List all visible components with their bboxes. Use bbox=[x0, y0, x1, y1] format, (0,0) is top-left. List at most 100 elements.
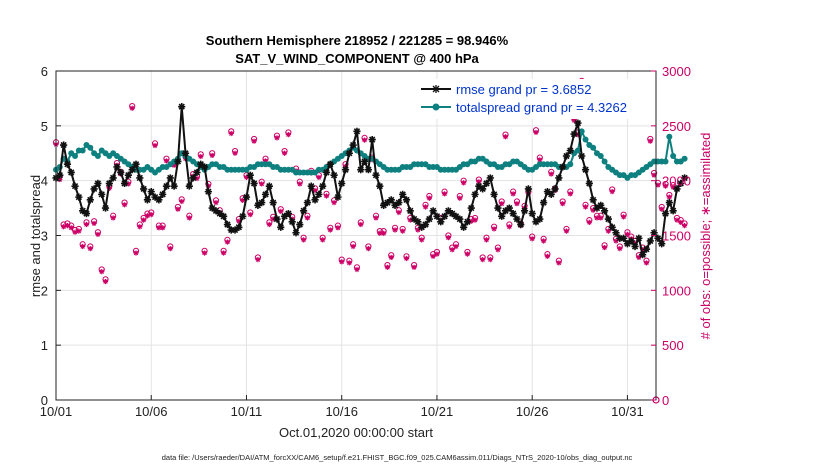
obs-assimilated-point bbox=[510, 191, 516, 197]
rmse-point bbox=[494, 204, 502, 212]
obs-assimilated-point bbox=[266, 221, 272, 228]
rmse-point bbox=[593, 204, 601, 212]
rmse-point bbox=[136, 174, 144, 182]
rmse-point bbox=[665, 199, 673, 207]
y-right-tick-label: 2000 bbox=[662, 174, 691, 189]
rmse-point bbox=[353, 127, 361, 135]
obs-assimilated-point bbox=[339, 259, 345, 265]
obs-assimilated-point bbox=[662, 183, 669, 189]
rmse-point bbox=[231, 226, 239, 234]
obs-assimilated-point bbox=[221, 250, 227, 256]
rmse-point bbox=[425, 215, 433, 223]
rmse-point bbox=[429, 207, 437, 215]
rmse-point bbox=[98, 190, 106, 198]
obs-assimilated-point bbox=[544, 253, 551, 259]
rmse-point bbox=[421, 220, 430, 229]
rmse-point bbox=[60, 141, 68, 149]
rmse-point bbox=[540, 199, 548, 207]
obs-assimilated-point bbox=[563, 228, 570, 234]
obs-assimilated-point bbox=[601, 244, 608, 251]
obs-assimilated-point bbox=[297, 181, 303, 187]
rmse-point bbox=[650, 229, 658, 237]
totalspread-point bbox=[662, 158, 669, 165]
obs-assimilated-point bbox=[491, 226, 497, 232]
obs-assimilated-point bbox=[464, 251, 471, 257]
obs-assimilated-point bbox=[72, 229, 78, 235]
obs-assimilated-point bbox=[403, 255, 410, 262]
rmse-point bbox=[181, 149, 190, 157]
obs-assimilated-point bbox=[137, 224, 143, 230]
obs-assimilated-point bbox=[422, 204, 429, 210]
obs-assimilated-point bbox=[598, 215, 604, 221]
totalspread-point bbox=[94, 152, 101, 159]
obs-assimilated-point bbox=[171, 162, 177, 168]
rmse-point bbox=[608, 223, 616, 231]
totalspread-point bbox=[601, 158, 608, 165]
obs-assimilated-point bbox=[640, 247, 646, 253]
obs-assimilated-point bbox=[323, 193, 330, 199]
obs-assimilated-point bbox=[647, 138, 653, 144]
obs-assimilated-point bbox=[64, 223, 71, 229]
rmse-point bbox=[482, 179, 491, 188]
rmse-point bbox=[631, 242, 639, 251]
obs-assimilated-point bbox=[594, 215, 600, 221]
rmse-point bbox=[509, 209, 517, 218]
rmse-point bbox=[101, 204, 110, 212]
obs-assimilated-point bbox=[461, 180, 467, 186]
rmse-point bbox=[105, 179, 113, 188]
rmse-point bbox=[303, 199, 312, 207]
legend-rmse-label: rmse grand pr = 3.6852 bbox=[456, 82, 592, 97]
obs-assimilated-point bbox=[636, 254, 642, 261]
rmse-point bbox=[300, 207, 308, 215]
obs-assimilated-point bbox=[495, 247, 501, 253]
rmse-point bbox=[269, 199, 277, 207]
obs-assimilated-point bbox=[160, 225, 166, 231]
obs-assimilated-point bbox=[453, 243, 459, 250]
rmse-point bbox=[124, 171, 132, 179]
rmse-point bbox=[315, 190, 323, 198]
obs-assimilated-point bbox=[179, 198, 185, 205]
rmse-point bbox=[292, 229, 300, 237]
rmse-point bbox=[185, 182, 193, 190]
rmse-point bbox=[242, 193, 251, 201]
rmse-point bbox=[589, 196, 597, 204]
x-tick-label: 10/31 bbox=[611, 404, 644, 419]
rmse-point bbox=[440, 212, 449, 220]
obs-assimilated-point bbox=[167, 246, 173, 252]
rmse-point bbox=[284, 209, 292, 218]
obs-assimilated-point bbox=[419, 237, 425, 243]
rmse-point bbox=[581, 166, 590, 174]
obs-assimilated-point bbox=[457, 195, 463, 201]
y-tick-label: 4 bbox=[41, 174, 48, 189]
obs-assimilated-point bbox=[133, 250, 139, 256]
rmse-point bbox=[402, 196, 411, 204]
obs-assimilated-point bbox=[270, 216, 276, 222]
rmse-point bbox=[360, 157, 369, 166]
rmse-point bbox=[288, 218, 296, 226]
obs-assimilated-point bbox=[354, 266, 360, 273]
rmse-point bbox=[220, 212, 228, 220]
obs-assimilated-point bbox=[87, 246, 93, 252]
chart-subtitle: SAT_V_WIND_COMPONENT @ 400 hPa bbox=[235, 51, 479, 66]
x-tick-label: 10/01 bbox=[40, 404, 73, 419]
rmse-point bbox=[680, 174, 689, 182]
rmse-point bbox=[67, 168, 75, 177]
rmse-point bbox=[151, 193, 159, 201]
obs-assimilated-point bbox=[468, 218, 474, 224]
rmse-point bbox=[223, 220, 232, 229]
rmse-point bbox=[162, 182, 171, 190]
rmse-point bbox=[383, 199, 392, 207]
rmse-point bbox=[604, 215, 612, 223]
rmse-point bbox=[490, 190, 498, 198]
rmse-point bbox=[395, 199, 403, 207]
rmse-point bbox=[200, 163, 209, 171]
obs-assimilated-point bbox=[400, 228, 406, 234]
rmse-point bbox=[159, 190, 167, 198]
rmse-point bbox=[486, 174, 494, 182]
obs-assimilated-point bbox=[102, 278, 109, 285]
obs-assimilated-point bbox=[262, 158, 269, 164]
y-right-tick-label: 1500 bbox=[662, 229, 691, 244]
rmse-point bbox=[532, 218, 540, 226]
rmse-point bbox=[235, 223, 243, 231]
totalspread-point bbox=[578, 128, 585, 135]
